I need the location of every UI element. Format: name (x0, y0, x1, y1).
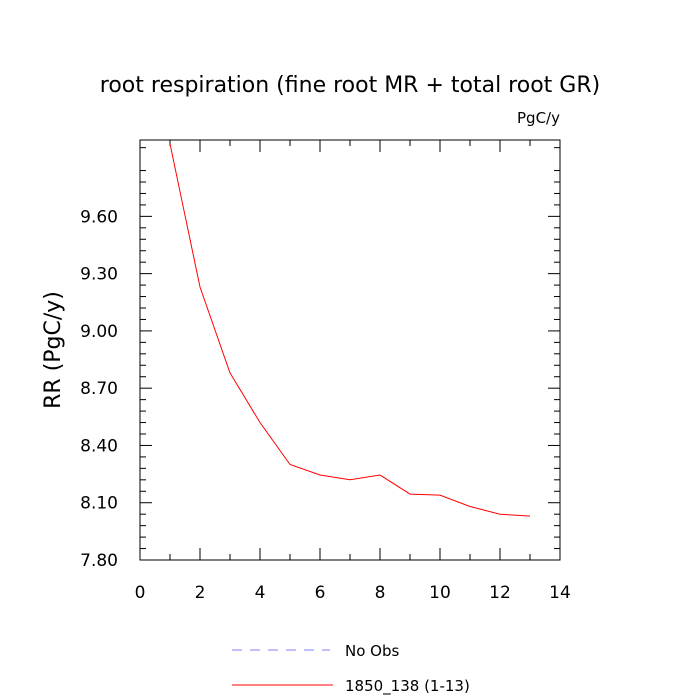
y-tick-label: 8.40 (80, 436, 118, 456)
y-axis-ticks (140, 147, 560, 561)
y-tick-label: 9.30 (80, 265, 118, 285)
y-tick-label: 7.80 (80, 551, 118, 571)
x-tick-label: 6 (315, 583, 326, 603)
units-label: PgC/y (517, 109, 560, 127)
y-tick-label: 8.10 (80, 494, 118, 514)
x-tick-label: 8 (375, 583, 386, 603)
chart-title: root respiration (fine root MR + total r… (100, 73, 600, 98)
series-line-1 (169, 143, 531, 517)
y-tick-label: 8.70 (80, 379, 118, 399)
x-axis-tick-labels: 0 2 4 6 8 10 12 14 (135, 583, 571, 603)
y-tick-label: 9.60 (80, 207, 118, 227)
x-tick-label: 2 (195, 583, 206, 603)
x-tick-label: 4 (255, 583, 266, 603)
legend-label-1850-138: 1850_138 (1-13) (345, 677, 470, 696)
x-tick-label: 10 (429, 583, 451, 603)
x-tick-label: 14 (549, 583, 571, 603)
x-tick-label: 12 (489, 583, 511, 603)
x-tick-label: 0 (135, 583, 146, 603)
legend: No Obs 1850_138 (1-13) (232, 642, 470, 696)
x-axis-ticks (139, 140, 561, 560)
legend-label-no-obs: No Obs (345, 642, 399, 660)
y-axis-tick-labels: 7.80 8.10 8.40 8.70 9.00 9.30 9.60 (80, 207, 118, 571)
y-axis-label: RR (PgC/y) (41, 291, 66, 409)
y-tick-label: 9.00 (80, 322, 118, 342)
series-layer (169, 143, 531, 517)
plot-frame (139, 139, 561, 561)
